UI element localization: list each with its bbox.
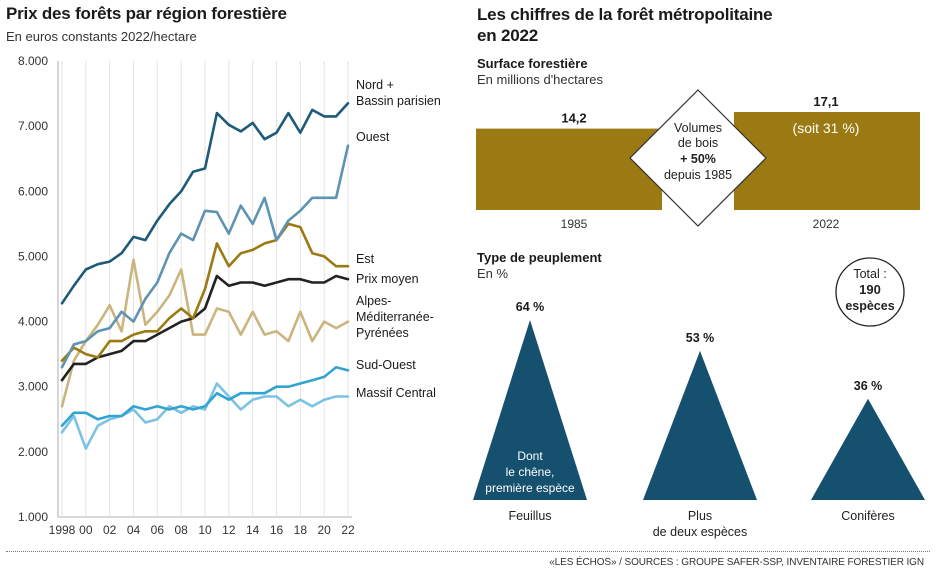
surface-title: Surface forestière <box>477 56 588 71</box>
x-tick-label: 02 <box>103 523 117 537</box>
triangle-coniferes <box>811 398 925 500</box>
triangle-value-coniferes: 36 % <box>854 379 883 393</box>
feuillus-note-line1: Dont <box>517 449 543 463</box>
series-labels: Nord + Bassin parisien Ouest Est Prix moyen A… <box>356 78 441 400</box>
source-credit: «LES ÉCHOS» / SOURCES : GROUPE SAFER-SSP… <box>549 557 924 568</box>
bar-1985-label: 1985 <box>561 217 588 231</box>
series-label-ouest: Ouest <box>356 130 390 144</box>
total-line1: Total : <box>853 267 886 281</box>
x-tick-label: 18 <box>294 523 308 537</box>
y-tick-label: 3.000 <box>18 380 48 394</box>
x-tick-label: 20 <box>317 523 331 537</box>
right-panel-title: Les chiffres de la forêt métropolitaine … <box>477 4 773 46</box>
triangle-value-plus-de-deux-especes: 53 % <box>686 331 715 345</box>
peuplement-subtitle: En % <box>477 266 509 281</box>
volume-line1: Volumes <box>674 121 722 135</box>
bar-2022-annotation: (soit 31 %) <box>793 120 860 136</box>
surface-bar-chart: 14,2 17,1 (soit 31 %) 1985 2022 Volumes … <box>476 89 920 231</box>
x-tick-label: 16 <box>270 523 284 537</box>
total-circle <box>835 257 905 327</box>
peuplement-chart: Total : 190 espèces 64 % Feuillus 53 % Plus… <box>473 257 925 539</box>
series-line-ouest <box>60 144 350 369</box>
x-tick-label: 08 <box>174 523 188 537</box>
x-tick-label: 1998 <box>49 523 76 537</box>
series-label-alpes-mediterranee-pyrenees: Alpes-Méditerranée-Pyrénées <box>356 294 434 340</box>
x-axis-ticks: 1998 00 02 04 06 08 10 12 14 16 18 20 22 <box>49 523 355 537</box>
y-tick-label: 8.000 <box>18 54 48 68</box>
series-label-sud-ouest: Sud-Ouest <box>356 358 416 372</box>
x-tick-label: 12 <box>222 523 236 537</box>
line-chart-subtitle: En euros constants 2022/hectare <box>6 29 197 44</box>
y-tick-label: 1.000 <box>18 510 48 524</box>
triangle-label-plus-de-deux-especes: Plus de deux espèces <box>653 509 748 539</box>
series-line-alpes-mediterranee-pyrenees <box>60 258 350 408</box>
triangle-label-coniferes: Conifères <box>841 509 895 523</box>
volume-line4: depuis 1985 <box>664 168 732 182</box>
y-tick-label: 5.000 <box>18 249 48 263</box>
series-label-nord-bassin-parisien: Nord + Bassin parisien <box>356 78 441 108</box>
y-tick-label: 7.000 <box>18 119 48 133</box>
triangle-group: 64 % Feuillus 53 % Plus de deux espèces 36 % C… <box>473 300 925 539</box>
line-chart-title: Prix des forêts par région forestière <box>6 4 287 23</box>
triangle-value-feuillus: 64 % <box>516 300 545 314</box>
volume-line2: de bois <box>678 136 718 150</box>
series-label-massif-central: Massif Central <box>356 386 436 400</box>
total-line3: espèces <box>845 299 894 313</box>
series-line-nord-bassin-parisien <box>60 102 350 305</box>
series-line-est <box>60 222 350 363</box>
bar-1985 <box>476 128 662 210</box>
x-tick-label: 14 <box>246 523 260 537</box>
footer-divider <box>6 551 930 552</box>
x-tick-label: 04 <box>127 523 141 537</box>
bar-2022 <box>734 112 920 210</box>
bar-2022-value: 17,1 <box>813 94 838 109</box>
total-line2: 190 <box>859 282 881 297</box>
triangle-feuillus <box>473 320 587 500</box>
x-tick-label: 22 <box>341 523 355 537</box>
volume-line3: + 50% <box>680 152 716 166</box>
surface-subtitle: En millions d'hectares <box>477 72 604 87</box>
triangle-plus-de-deux-especes <box>643 350 757 500</box>
series-line-massif-central <box>60 382 350 450</box>
triangle-label-feuillus: Feuillus <box>508 509 551 523</box>
y-tick-label: 6.000 <box>18 184 48 198</box>
feuillus-note-line2: le chêne, <box>506 465 555 479</box>
right-panel-title-line1: Les chiffres de la forêt métropolitaine <box>477 5 773 24</box>
bar-2022-label: 2022 <box>813 217 840 231</box>
series-line-sud-ouest <box>60 365 350 428</box>
x-tick-label: 06 <box>151 523 165 537</box>
x-tick-label: 10 <box>198 523 212 537</box>
line-chart: 1.000 2.000 3.000 4.000 5.000 6.000 7.000 8.000… <box>18 54 441 537</box>
x-tick-label: 00 <box>79 523 93 537</box>
peuplement-title: Type de peuplement <box>477 250 602 265</box>
line-series-group <box>60 102 350 450</box>
y-axis-ticks: 1.000 2.000 3.000 4.000 5.000 6.000 7.000 8.000 <box>18 54 48 524</box>
right-panel-title-line2: en 2022 <box>477 26 538 45</box>
line-chart-grid <box>57 61 352 518</box>
series-label-est: Est <box>356 252 375 266</box>
y-tick-label: 2.000 <box>18 445 48 459</box>
y-tick-label: 4.000 <box>18 315 48 329</box>
bar-1985-value: 14,2 <box>561 111 586 126</box>
volume-diamond <box>629 89 767 227</box>
feuillus-note-line3: première espèce <box>485 481 575 495</box>
series-line-prix-moyen <box>60 274 350 382</box>
series-label-prix-moyen: Prix moyen <box>356 272 419 286</box>
